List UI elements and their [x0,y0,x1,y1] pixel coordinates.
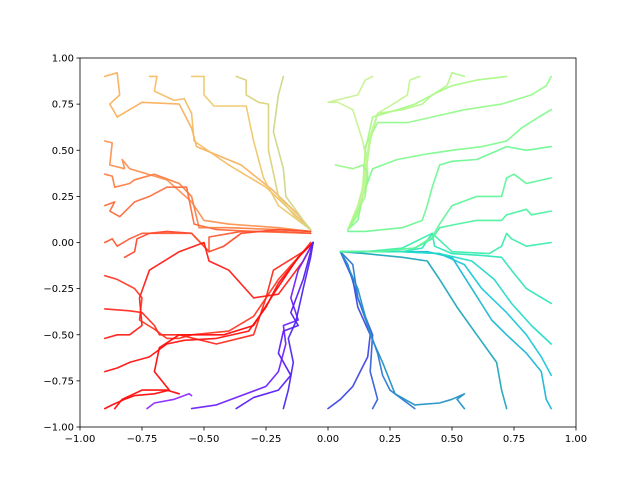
series-line-25 [339,250,552,410]
series-line-3 [235,75,312,231]
series-line-2 [190,75,312,231]
x-tick-label: 1.00 [565,434,587,445]
series-line-23 [339,250,466,410]
x-tick-label: 0.75 [503,434,525,445]
y-tick-label: −0.25 [43,284,74,295]
series-line-9 [123,228,312,259]
y-tick-label: 0.75 [52,100,74,111]
series-line-12 [104,241,314,340]
series-line-1 [148,75,309,229]
series-line-32 [347,145,552,233]
y-tick-label: 0.50 [52,146,74,157]
y-tick-label: −0.75 [43,376,74,387]
series-line-28 [339,232,552,305]
series-line-20 [327,250,371,410]
series-line-0 [104,72,312,231]
y-axis-ticks: −1.00 −0.75 −0.50 −0.25 0.00 0.25 0.50 0.75 1.00 [43,54,80,434]
series-line-19 [282,241,314,410]
series-line-27 [339,250,552,345]
series-line-8 [104,230,312,253]
x-tick-label: 0.50 [441,434,463,445]
y-tick-label: −0.50 [43,330,74,341]
x-tick-label: 0.00 [317,434,339,445]
series-line-17 [190,241,314,410]
x-tick-label: −0.25 [251,434,282,445]
series-line-29 [339,232,552,255]
series-line-4 [272,75,312,231]
series-line-10 [104,241,312,340]
series-line-21 [339,250,379,410]
y-tick-label: 1.00 [52,54,74,65]
x-tick-label: 0.25 [379,434,401,445]
y-tick-label: −1.00 [43,423,74,434]
y-tick-label: 0.00 [52,238,74,249]
series-line-6 [104,173,312,233]
x-tick-label: −0.50 [189,434,220,445]
series-line-34 [347,75,552,231]
y-tick-label: 0.25 [52,192,74,203]
series-line-24 [339,250,508,410]
series-line-37 [347,75,421,231]
series-line-5 [104,140,312,233]
series-line-13 [104,241,314,373]
series-line-39 [334,164,369,231]
series-line-7 [104,186,312,235]
series-line-38 [327,75,374,231]
series-line-15 [113,389,180,410]
series-line-16 [146,393,193,410]
x-tick-label: −0.75 [127,434,158,445]
curves-layer [104,72,552,410]
series-line-31 [339,173,552,253]
series-line-14 [104,241,314,410]
series-line-11 [104,241,314,345]
x-axis-ticks: −1.00 −0.75 −0.50 −0.25 0.00 0.25 0.50 0.75 1.00 [65,427,587,445]
x-tick-label: −1.00 [65,434,96,445]
series-line-18 [235,241,314,410]
